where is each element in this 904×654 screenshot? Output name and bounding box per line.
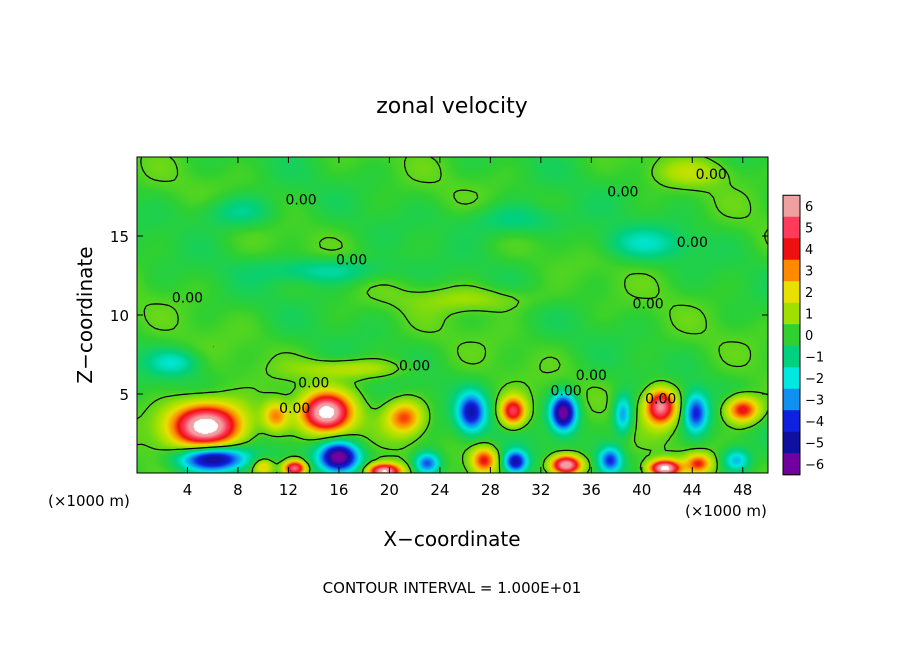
colorbar-swatch bbox=[783, 453, 800, 476]
colorbar-label: −5 bbox=[805, 437, 824, 452]
colorbar-label: −4 bbox=[805, 415, 824, 430]
contour-lines bbox=[136, 156, 769, 474]
contour-label: 0.00 bbox=[285, 192, 316, 208]
contour-label: 0.00 bbox=[399, 358, 430, 374]
contour-label: 0.00 bbox=[633, 297, 664, 313]
colorbar-swatch bbox=[783, 388, 800, 411]
y-tick-label: 15 bbox=[110, 228, 129, 246]
x-tick-label: 28 bbox=[481, 481, 500, 499]
colorbar-swatch bbox=[783, 302, 800, 325]
y-axis-label: Z−coordinate bbox=[73, 246, 97, 383]
colorbar-frame bbox=[782, 194, 801, 476]
colorbar-swatch bbox=[783, 345, 800, 368]
contour-label: 0.00 bbox=[607, 185, 638, 201]
colorbar-label: 0 bbox=[805, 329, 813, 344]
x-axis: 4 8 12 16 20 24 28 32 36 40 44 48 bbox=[183, 157, 752, 499]
plot-area: 0.000.000.000.000.000.000.000.000.000.00… bbox=[136, 156, 769, 474]
colorbar-label: −6 bbox=[805, 458, 824, 473]
contour-label: 0.00 bbox=[336, 252, 367, 268]
colorbar-label: 6 bbox=[805, 200, 813, 215]
colorbar-label: 4 bbox=[805, 243, 813, 258]
x-unit-left: (×1000 m) bbox=[48, 492, 130, 510]
x-tick-label: 40 bbox=[632, 481, 651, 499]
x-tick-label: 44 bbox=[683, 481, 702, 499]
x-unit-right: (×1000 m) bbox=[685, 502, 767, 520]
x-tick-label: 24 bbox=[430, 481, 449, 499]
x-tick-label: 36 bbox=[582, 481, 601, 499]
x-tick-label: 8 bbox=[233, 481, 243, 499]
colorbar-label: −2 bbox=[805, 372, 824, 387]
contour-label: 0.00 bbox=[576, 368, 607, 384]
contour-label: 0.00 bbox=[172, 290, 203, 306]
colorbar-label: 5 bbox=[805, 222, 813, 237]
x-tick-label: 32 bbox=[531, 481, 550, 499]
x-axis-label: X−coordinate bbox=[383, 527, 520, 551]
contour-label: 0.00 bbox=[279, 401, 310, 417]
y-axis: 5 10 15 bbox=[110, 228, 768, 404]
y-tick-label: 5 bbox=[119, 386, 129, 404]
x-tick-label: 16 bbox=[329, 481, 348, 499]
velocity-heatmap bbox=[137, 157, 768, 473]
colorbar-swatch bbox=[783, 410, 800, 433]
colorbar-swatch bbox=[783, 195, 800, 218]
colorbar-swatch bbox=[783, 216, 800, 239]
colorbar-swatch bbox=[783, 431, 800, 454]
colorbar-label: 2 bbox=[805, 286, 813, 301]
colorbar-swatch bbox=[783, 281, 800, 304]
colorbar-label: 1 bbox=[805, 308, 813, 323]
contour-label: 0.00 bbox=[696, 167, 727, 183]
x-tick-label: 4 bbox=[183, 481, 193, 499]
colorbar-swatch bbox=[783, 367, 800, 390]
colorbar: 6 5 4 3 2 1 0 −1 −2 −3 −4 −5 −6 bbox=[782, 194, 824, 476]
contour-label: 0.00 bbox=[550, 384, 581, 400]
x-tick-label: 48 bbox=[733, 481, 752, 499]
colorbar-label: 3 bbox=[805, 265, 813, 280]
contour-label: 0.00 bbox=[677, 235, 708, 251]
colorbar-swatch bbox=[783, 259, 800, 282]
colorbar-swatch bbox=[783, 238, 800, 261]
colorbar-label: −3 bbox=[805, 394, 824, 409]
zero-contour-path bbox=[136, 156, 769, 474]
chart-title: zonal velocity bbox=[376, 94, 528, 119]
y-tick-label: 10 bbox=[110, 307, 129, 325]
colorbar-swatch bbox=[783, 324, 800, 347]
colorbar-label: −1 bbox=[805, 351, 824, 366]
contour-label: 0.00 bbox=[298, 376, 329, 392]
contour-label: 0.00 bbox=[645, 391, 676, 407]
x-tick-label: 12 bbox=[279, 481, 298, 499]
x-tick-label: 20 bbox=[380, 481, 399, 499]
contour-labels: 0.000.000.000.000.000.000.000.000.000.00… bbox=[172, 167, 727, 417]
contour-interval-note: CONTOUR INTERVAL = 1.000E+01 bbox=[323, 579, 582, 597]
